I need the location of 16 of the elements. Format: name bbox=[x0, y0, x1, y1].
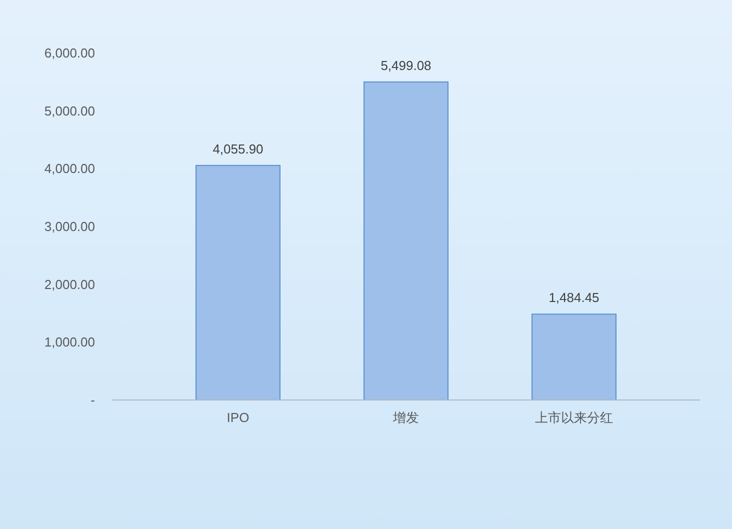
bar bbox=[532, 314, 616, 400]
y-tick-label: 2,000.00 bbox=[44, 276, 95, 292]
bar bbox=[364, 81, 448, 400]
bar bbox=[196, 164, 280, 400]
y-tick-label: - bbox=[90, 392, 95, 408]
x-tick-label: 增发 bbox=[392, 410, 419, 425]
y-tick-label: 3,000.00 bbox=[44, 219, 95, 234]
x-tick-label: 上市以来分红 bbox=[535, 410, 613, 425]
y-tick-label: 4,000.00 bbox=[44, 161, 95, 176]
data-label: 4,055.90 bbox=[212, 141, 264, 156]
y-tick-label: 6,000.00 bbox=[44, 46, 95, 61]
x-tick-label: IPO bbox=[226, 410, 250, 425]
data-label: 1,484.45 bbox=[548, 290, 600, 306]
y-tick-label: 1,000.00 bbox=[44, 334, 95, 350]
data-label: 5,499.08 bbox=[380, 58, 432, 73]
y-tick-label: 5,000.00 bbox=[44, 103, 95, 118]
